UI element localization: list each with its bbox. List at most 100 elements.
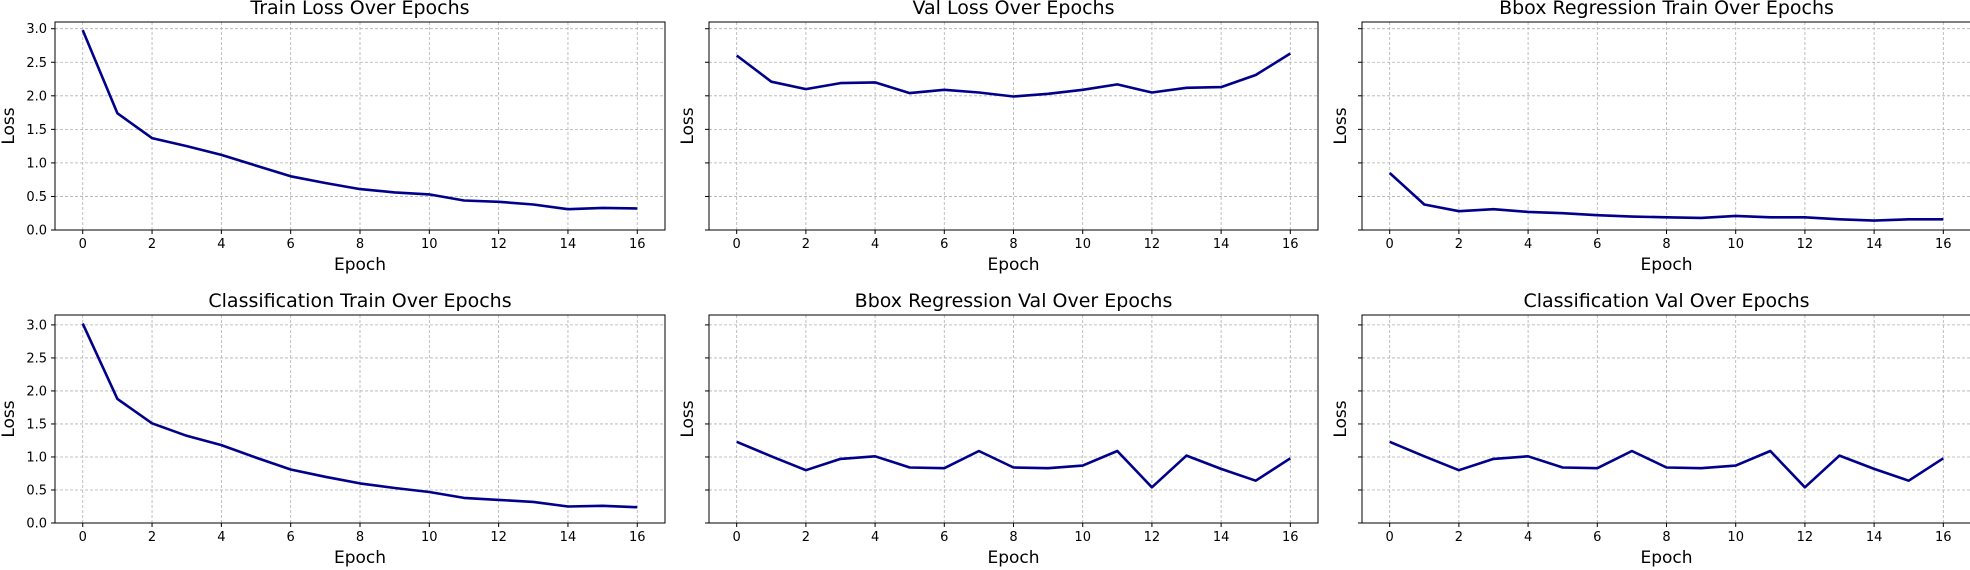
x-tick-label: 8 <box>1662 530 1670 545</box>
y-axis-label: Loss <box>678 107 698 144</box>
x-tick-label: 0 <box>733 530 741 545</box>
x-axis-label: Epoch <box>1640 255 1692 275</box>
series-line <box>81 29 638 211</box>
x-tick-label: 2 <box>802 237 810 252</box>
x-tick-label: 6 <box>1593 237 1601 252</box>
x-tick-label: 10 <box>421 237 438 252</box>
y-tick-label: 2.5 <box>26 56 47 71</box>
x-tick-label: 0 <box>79 530 87 545</box>
x-tick-label: 10 <box>1074 237 1091 252</box>
x-tick-label: 16 <box>1282 530 1299 545</box>
subplot-2: 0 2 4 6 8 10 12 14 16 Val Loss Over Epochs Epoch Lo… <box>678 0 1319 275</box>
y-tick-label: 2.0 <box>26 384 47 399</box>
subplot-title: Classification Val Over Epochs <box>1523 290 1809 312</box>
x-tick-label: 8 <box>356 237 364 252</box>
x-tick-label: 14 <box>1213 237 1230 252</box>
x-tick-label: 2 <box>1455 530 1463 545</box>
x-tick-label: 4 <box>1524 530 1532 545</box>
x-tick-label: 16 <box>629 237 646 252</box>
x-axis-label: Epoch <box>987 255 1039 275</box>
x-tick-label: 8 <box>1009 530 1017 545</box>
x-tick-label: 4 <box>871 237 879 252</box>
x-tick-label: 8 <box>356 530 364 545</box>
x-tick-label: 6 <box>940 237 948 252</box>
x-tick-label: 16 <box>1935 237 1952 252</box>
y-tick-label: 0.0 <box>26 517 47 532</box>
x-tick-label: 0 <box>1386 237 1394 252</box>
x-axis-label: Epoch <box>334 548 386 568</box>
y-tick-label: 2.0 <box>26 89 47 104</box>
subplot-4: 0 2 4 6 8 10 12 14 16 0.0 0.5 1.0 1.5 2.0 2.5 3.0 Classi… <box>0 290 666 568</box>
x-tick-label: 10 <box>1074 530 1091 545</box>
x-tick-label: 16 <box>1282 237 1299 252</box>
subplot-6: 0 2 4 6 8 10 12 14 16 Classification Val Over Epo… <box>1331 290 1970 568</box>
x-tick-label: 4 <box>217 237 225 252</box>
series-line <box>81 323 638 509</box>
y-axis-label: Loss <box>678 400 698 437</box>
y-axis-label: Loss <box>0 400 19 437</box>
subplot-title: Train Loss Over Epochs <box>249 0 469 19</box>
x-tick-label: 10 <box>421 530 438 545</box>
axes-frame <box>1361 21 1970 231</box>
series-line <box>1388 172 1944 222</box>
y-tick-label: 2.5 <box>26 351 47 366</box>
axes-frame <box>1361 314 1970 524</box>
x-tick-label: 2 <box>1455 237 1463 252</box>
y-tick-label: 3.0 <box>26 22 47 37</box>
x-tick-label: 8 <box>1009 237 1017 252</box>
x-tick-label: 14 <box>560 237 577 252</box>
x-tick-label: 12 <box>1797 530 1814 545</box>
series-line <box>1389 440 1945 489</box>
x-tick-label: 16 <box>1935 530 1952 545</box>
y-axis-label: Loss <box>1331 107 1351 144</box>
subplot-title: Bbox Regression Val Over Epochs <box>855 290 1173 312</box>
x-tick-label: 6 <box>1593 530 1601 545</box>
y-axis-label: Loss <box>1331 400 1351 437</box>
x-tick-label: 0 <box>733 237 741 252</box>
x-tick-label: 12 <box>1797 237 1814 252</box>
x-tick-label: 4 <box>871 530 879 545</box>
y-tick-label: 0.5 <box>26 483 47 498</box>
y-tick-label: 1.0 <box>26 450 47 465</box>
y-tick-label: 0.5 <box>26 190 47 205</box>
x-tick-label: 10 <box>1727 530 1744 545</box>
x-tick-label: 14 <box>1213 530 1230 545</box>
series-line <box>735 52 1291 98</box>
y-tick-label: 1.0 <box>26 156 47 171</box>
x-tick-label: 6 <box>287 237 295 252</box>
x-tick-label: 2 <box>802 530 810 545</box>
x-tick-label: 12 <box>1144 530 1161 545</box>
x-tick-label: 12 <box>490 237 507 252</box>
x-tick-label: 4 <box>1524 237 1532 252</box>
subplot-5: 0 2 4 6 8 10 12 14 16 Bbox Regression Val Over Ep… <box>678 290 1319 568</box>
subplot-3: 0 2 4 6 8 10 12 14 16 Bbox Regression Train Over … <box>1331 0 1970 275</box>
x-tick-label: 14 <box>560 530 577 545</box>
subplot-title: Classification Train Over Epochs <box>208 290 511 312</box>
x-tick-label: 8 <box>1662 237 1670 252</box>
x-tick-label: 14 <box>1866 530 1883 545</box>
x-tick-label: 16 <box>629 530 646 545</box>
subplot-1: 0 2 4 6 8 10 12 14 16 0.0 0.5 1.0 1.5 2.0 2.5 3.0 Train … <box>0 0 666 275</box>
x-axis-label: Epoch <box>334 255 386 275</box>
x-axis-label: Epoch <box>1640 548 1692 568</box>
x-tick-label: 6 <box>940 530 948 545</box>
x-tick-label: 10 <box>1727 237 1744 252</box>
y-tick-label: 1.5 <box>26 123 47 138</box>
x-tick-label: 2 <box>148 530 156 545</box>
x-tick-label: 4 <box>217 530 225 545</box>
x-tick-label: 2 <box>148 237 156 252</box>
x-tick-label: 12 <box>490 530 507 545</box>
y-tick-label: 1.5 <box>26 417 47 432</box>
x-tick-label: 6 <box>287 530 295 545</box>
series-line <box>736 440 1292 489</box>
x-tick-label: 0 <box>79 237 87 252</box>
x-axis-label: Epoch <box>987 548 1039 568</box>
x-tick-label: 12 <box>1144 237 1161 252</box>
x-tick-label: 0 <box>1386 530 1394 545</box>
y-tick-label: 0.0 <box>26 224 47 239</box>
subplot-title: Bbox Regression Train Over Epochs <box>1499 0 1834 19</box>
y-tick-label: 3.0 <box>26 318 47 333</box>
subplot-title: Val Loss Over Epochs <box>912 0 1114 19</box>
x-tick-label: 14 <box>1866 237 1883 252</box>
